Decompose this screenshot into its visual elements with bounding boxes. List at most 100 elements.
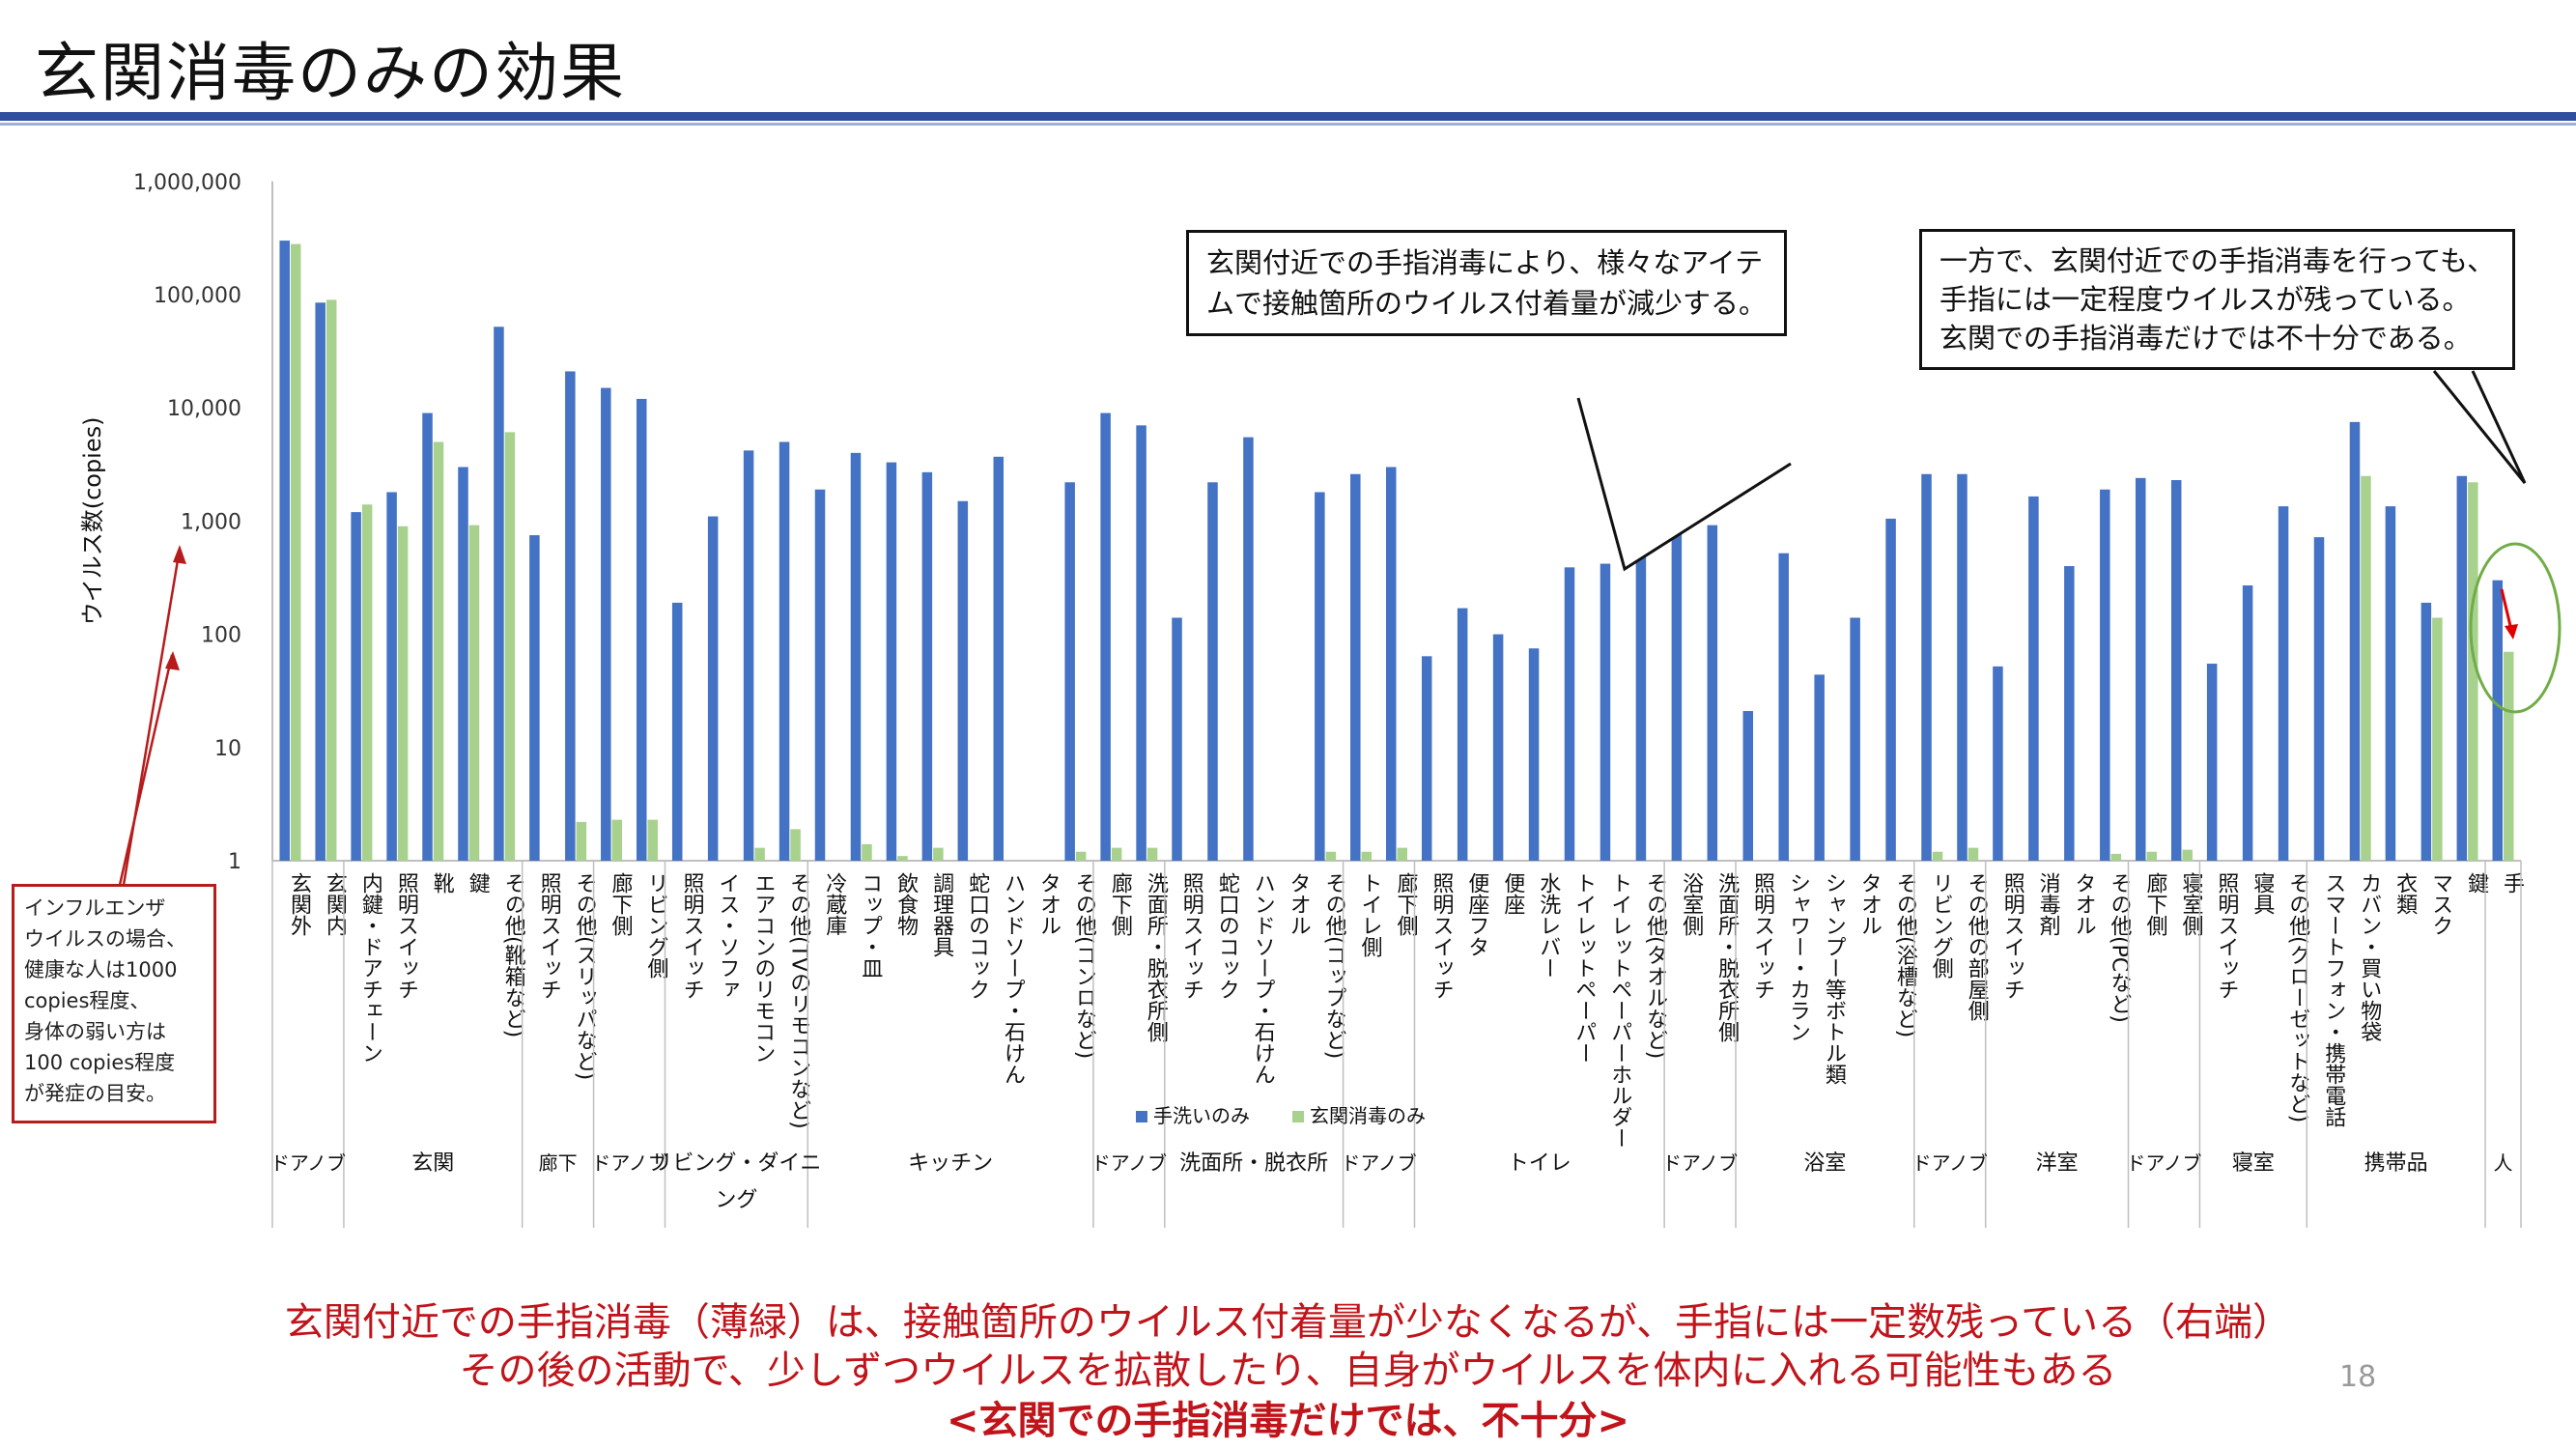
y-tick-label: 100 bbox=[201, 624, 241, 648]
bar-handwash bbox=[957, 500, 969, 861]
caption-conclusion: <玄関での手指消毒だけでは、不十分> bbox=[946, 1399, 1630, 1443]
y-tick-label: 1,000,000 bbox=[133, 171, 241, 195]
group-label: 廊下 bbox=[539, 1151, 578, 1175]
bar-handwash bbox=[1814, 674, 1825, 861]
group-label: キッチン bbox=[908, 1151, 993, 1176]
bar-handwash bbox=[2349, 421, 2361, 861]
y-axis-label: ウイルス数(copies) bbox=[79, 417, 106, 626]
bar-entrance-disinfect bbox=[2432, 617, 2443, 861]
decrease-arrow bbox=[2500, 588, 2513, 631]
bar-handwash bbox=[1671, 526, 1683, 861]
note-line-7: が発症の目安。 bbox=[24, 1082, 166, 1105]
bar-handwash bbox=[2313, 537, 2325, 861]
group-label: リビング・ダイニ bbox=[651, 1151, 821, 1176]
bar-handwash bbox=[601, 387, 611, 861]
x-tick-label: 鍵 bbox=[2464, 872, 2489, 894]
callout-center-line-1: 玄関付近での手指消毒により、様々なアイテ bbox=[1206, 246, 1764, 279]
legend-swatch bbox=[1136, 1111, 1147, 1122]
x-tick-label: 玄関内 bbox=[323, 872, 347, 936]
group-label: ドアノブ bbox=[1091, 1151, 1167, 1175]
group-label: 洋室 bbox=[2036, 1151, 2079, 1176]
bar-handwash bbox=[279, 241, 290, 861]
x-tick-label: シャワー・カラン bbox=[1786, 872, 1810, 1042]
x-tick-label: 照明スイッチ bbox=[1179, 872, 1204, 1000]
bar-entrance-disinfect bbox=[754, 847, 765, 861]
y-tick-label: 10 bbox=[214, 737, 241, 761]
x-tick-label: イス・ソファ bbox=[715, 872, 739, 1000]
x-tick-label: 照明スイッチ bbox=[679, 872, 704, 1000]
x-tick-label: 鍵 bbox=[466, 872, 491, 894]
bar-handwash bbox=[458, 467, 468, 861]
bar-entrance-disinfect bbox=[611, 819, 623, 861]
bar-handwash bbox=[2420, 602, 2432, 861]
bar-handwash bbox=[1528, 648, 1540, 861]
note-line-1: インフルエンザ bbox=[24, 896, 166, 920]
bar-handwash bbox=[1921, 473, 1932, 861]
x-tick-label: 水洗レバー bbox=[1536, 872, 1561, 979]
bar-entrance-disinfect bbox=[326, 299, 337, 861]
x-tick-label: タオル bbox=[1287, 872, 1311, 936]
x-tick-label: 便座 bbox=[1500, 872, 1525, 915]
group-label: ドアノブ bbox=[1341, 1151, 1416, 1175]
bar-handwash bbox=[1850, 617, 1860, 861]
note-line-3: 健康な人は1000 bbox=[24, 958, 178, 981]
bar-entrance-disinfect bbox=[1146, 847, 1158, 861]
bar-handwash bbox=[1707, 525, 1718, 861]
bar-handwash bbox=[1957, 473, 1967, 861]
bar-handwash bbox=[565, 371, 576, 861]
callout-center-line-2: ムで接触箇所のウイルス付着量が減少する。 bbox=[1206, 287, 1768, 320]
x-tick-label: 廊下側 bbox=[2143, 872, 2168, 936]
bar-handwash bbox=[386, 492, 397, 861]
x-tick-label: トイレットペーパーホルダー bbox=[1607, 872, 1631, 1149]
bar-handwash bbox=[2028, 496, 2039, 861]
decrease-arrow-head bbox=[2505, 624, 2518, 639]
callout-center-tail bbox=[1576, 397, 1792, 572]
x-tick-label: エアコンのリモコン bbox=[750, 872, 775, 1064]
bar-entrance-disinfect bbox=[397, 526, 409, 861]
bar-handwash bbox=[2206, 664, 2218, 861]
bar-handwash bbox=[743, 450, 754, 861]
bar-handwash bbox=[2100, 489, 2110, 861]
bar-handwash bbox=[2064, 566, 2075, 861]
x-tick-label: 内鍵・ドアチェーン bbox=[358, 872, 383, 1064]
x-tick-label: 玄関外 bbox=[287, 872, 312, 936]
legend-swatch bbox=[1292, 1111, 1304, 1122]
bar-handwash bbox=[2170, 480, 2182, 861]
x-tick-label: 蛇口のコック bbox=[1215, 872, 1240, 1000]
bar-handwash bbox=[1885, 518, 1896, 861]
bar-handwash bbox=[2278, 506, 2289, 861]
group-label: トイレ bbox=[1508, 1151, 1571, 1176]
bar-entrance-disinfect bbox=[2182, 849, 2193, 861]
bar-entrance-disinfect bbox=[933, 847, 944, 861]
note-arrow-100 bbox=[118, 654, 174, 886]
y-tick-label: 1 bbox=[228, 850, 241, 874]
bar-handwash bbox=[1457, 608, 1468, 861]
title-rule-accent bbox=[0, 123, 2576, 126]
bar-handwash bbox=[2492, 580, 2504, 861]
bar-handwash bbox=[1172, 617, 1182, 861]
bar-entrance-disinfect bbox=[361, 504, 373, 861]
note-arrow-100-head bbox=[165, 651, 180, 670]
x-tick-label: 便座フタ bbox=[1464, 872, 1489, 957]
x-tick-label: 冷蔵庫 bbox=[822, 872, 847, 936]
bar-entrance-disinfect bbox=[2468, 482, 2478, 861]
bar-handwash bbox=[1564, 567, 1575, 861]
y-tick-label: 10,000 bbox=[167, 397, 241, 421]
note-arrow-1000-head bbox=[173, 545, 186, 564]
x-tick-label: コップ・皿 bbox=[858, 872, 883, 979]
group-label: ング bbox=[715, 1188, 757, 1212]
x-tick-label: 照明スイッチ bbox=[1750, 872, 1775, 1000]
bar-handwash bbox=[351, 512, 361, 861]
callout-right: 一方で、玄関付近での手指消毒を行っても、 手指には一定程度ウイルスが残っている。… bbox=[1919, 229, 2516, 370]
bar-handwash bbox=[494, 327, 504, 861]
x-tick-label: 照明スイッチ bbox=[537, 872, 562, 1000]
y-tick-label: 1,000 bbox=[181, 510, 241, 534]
x-tick-label: 飲食物 bbox=[893, 872, 919, 936]
x-tick-label: スマートフォン・携帯電話 bbox=[2321, 872, 2346, 1127]
bar-entrance-disinfect bbox=[504, 432, 516, 861]
bar-handwash bbox=[1136, 425, 1146, 861]
bar-handwash bbox=[1742, 711, 1754, 861]
x-tick-label: ハンドソープ・石けん bbox=[1251, 872, 1276, 1085]
caption-line-2: その後の活動で、少しずつウイルスを拡散したり、自身がウイルスを体内に入れる可能性… bbox=[459, 1349, 2117, 1393]
bar-entrance-disinfect bbox=[2504, 651, 2514, 861]
